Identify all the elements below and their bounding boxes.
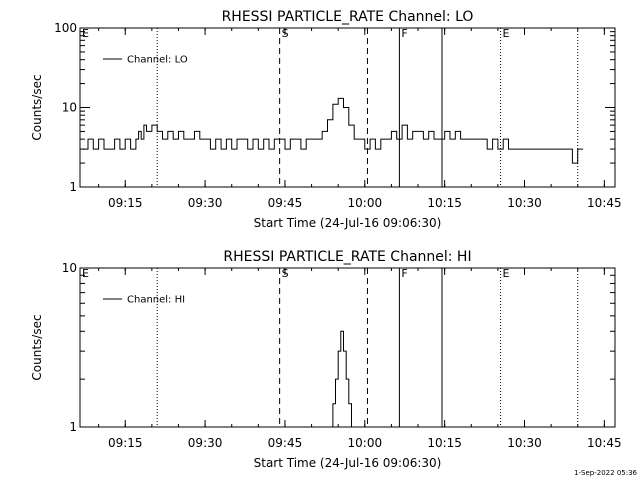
annotation-label: E xyxy=(82,267,89,280)
x-axis-label: Start Time (24-Jul-16 09:06:30) xyxy=(254,216,442,230)
x-tick-label: 09:30 xyxy=(188,196,223,210)
x-tick-label: 10:15 xyxy=(427,436,462,450)
plot-frame xyxy=(79,267,616,428)
y-axis-label: Counts/sec xyxy=(30,74,44,140)
annotation-label: E xyxy=(82,27,89,40)
annotation-label: E xyxy=(503,27,510,40)
chart-panel-1: RHESSI PARTICLE_RATE Channel: LO Start Ti… xyxy=(30,9,622,230)
x-tick-label: 09:15 xyxy=(108,196,143,210)
x-tick-label: 10:00 xyxy=(348,436,383,450)
x-tick-label: 09:45 xyxy=(268,196,303,210)
y-axis-label: Counts/sec xyxy=(30,314,44,380)
x-tick-label: 10:15 xyxy=(427,196,462,210)
x-tick-label: 09:30 xyxy=(188,436,223,450)
y-tick-label: 1 xyxy=(69,420,77,434)
annotation-label: E xyxy=(503,267,510,280)
annotation-label: S xyxy=(282,27,289,40)
chart-title: RHESSI PARTICLE_RATE Channel: HI xyxy=(223,249,471,265)
series-line xyxy=(330,330,352,427)
legend-entry: Channel: LO xyxy=(127,55,188,66)
x-tick-label: 10:00 xyxy=(348,196,383,210)
y-tick-label: 10 xyxy=(62,261,77,275)
y-tick-label: 10 xyxy=(62,101,77,115)
x-tick-label: 09:15 xyxy=(108,436,143,450)
chart-panel-2: RHESSI PARTICLE_RATE Channel: HI Start Ti… xyxy=(30,249,622,470)
annotation-label: F xyxy=(401,267,407,280)
x-tick-label: 10:45 xyxy=(587,196,622,210)
x-tick-label: 10:30 xyxy=(507,196,542,210)
chart-title: RHESSI PARTICLE_RATE Channel: LO xyxy=(222,9,474,25)
x-tick-label: 10:45 xyxy=(587,436,622,450)
x-axis-label: Start Time (24-Jul-16 09:06:30) xyxy=(254,456,442,470)
series-line xyxy=(82,97,584,164)
x-tick-label: 09:45 xyxy=(268,436,303,450)
annotation-label: S xyxy=(282,267,289,280)
timestamp-stamp: 1-Sep-2022 05:36 xyxy=(574,469,637,477)
y-tick-label: 1 xyxy=(69,180,77,194)
annotation-label: F xyxy=(401,27,407,40)
x-tick-label: 10:30 xyxy=(507,436,542,450)
y-tick-label: 100 xyxy=(54,21,77,35)
legend-entry: Channel: HI xyxy=(127,295,185,306)
